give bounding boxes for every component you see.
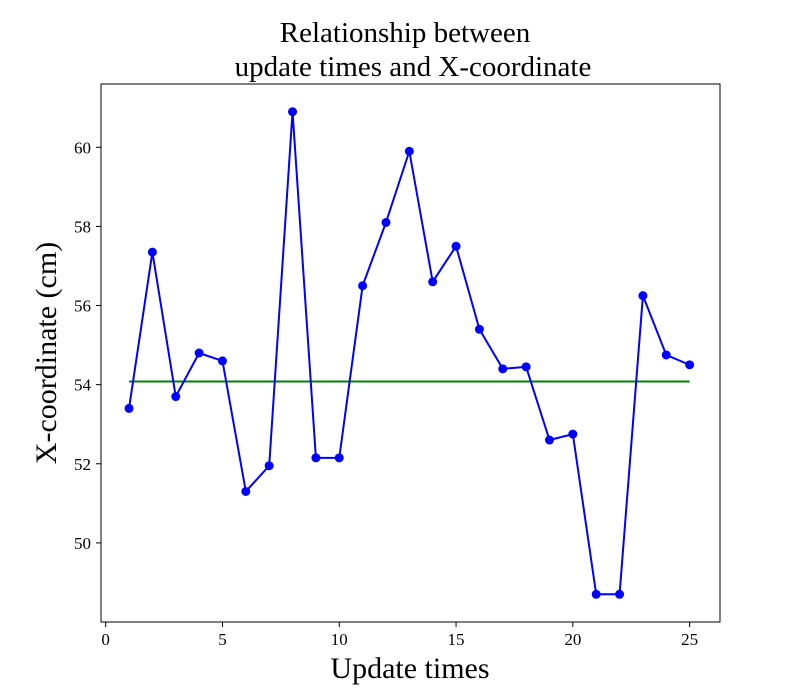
- data-point: [451, 241, 461, 251]
- data-point: [147, 247, 157, 257]
- x-tick-label: 15: [448, 630, 465, 649]
- plot-area-frame: [100, 83, 721, 623]
- data-point: [685, 360, 695, 370]
- data-point: [428, 277, 438, 287]
- y-tick-label: 60: [74, 138, 91, 157]
- data-point: [124, 403, 134, 413]
- data-point: [241, 486, 251, 496]
- y-tick-label: 50: [74, 534, 91, 553]
- data-point: [358, 281, 368, 291]
- data-point: [544, 435, 554, 445]
- x-tick-label: 25: [681, 630, 698, 649]
- x-tick-label: 20: [564, 630, 581, 649]
- data-point: [591, 589, 601, 599]
- data-point: [521, 362, 531, 372]
- data-point: [568, 429, 578, 439]
- x-tick-label: 0: [101, 630, 110, 649]
- series-line: [128, 111, 691, 596]
- data-point: [404, 146, 414, 156]
- y-tick-label: 56: [74, 297, 91, 316]
- data-point: [288, 107, 298, 117]
- data-point: [498, 364, 508, 374]
- series-layer: [124, 107, 695, 599]
- data-point: [334, 453, 344, 463]
- chart-title-line-1: Relationship between: [280, 17, 531, 49]
- data-point: [171, 392, 181, 402]
- x-tick-label: 5: [218, 630, 227, 649]
- data-point: [638, 291, 648, 301]
- data-point: [615, 589, 625, 599]
- data-point: [264, 461, 274, 471]
- data-point: [194, 348, 204, 358]
- y-tick-label: 52: [74, 455, 91, 474]
- x-axis-label: Update times: [330, 652, 489, 685]
- data-point: [381, 217, 391, 227]
- y-tick-label: 58: [74, 217, 91, 236]
- x-tick-label: 10: [331, 630, 348, 649]
- x-axis-ticks: 0 5 10 15 20 25: [101, 622, 698, 649]
- data-point: [474, 324, 484, 334]
- y-tick-label: 54: [74, 376, 92, 395]
- data-point: [311, 453, 321, 463]
- data-point: [217, 356, 227, 366]
- chart-title-line-2: update times and X-coordinate: [235, 51, 592, 83]
- data-point: [661, 350, 671, 360]
- y-axis-label: X-coordinate (cm): [30, 242, 63, 464]
- y-axis-ticks: 50 52 54 56 58 60: [74, 138, 101, 553]
